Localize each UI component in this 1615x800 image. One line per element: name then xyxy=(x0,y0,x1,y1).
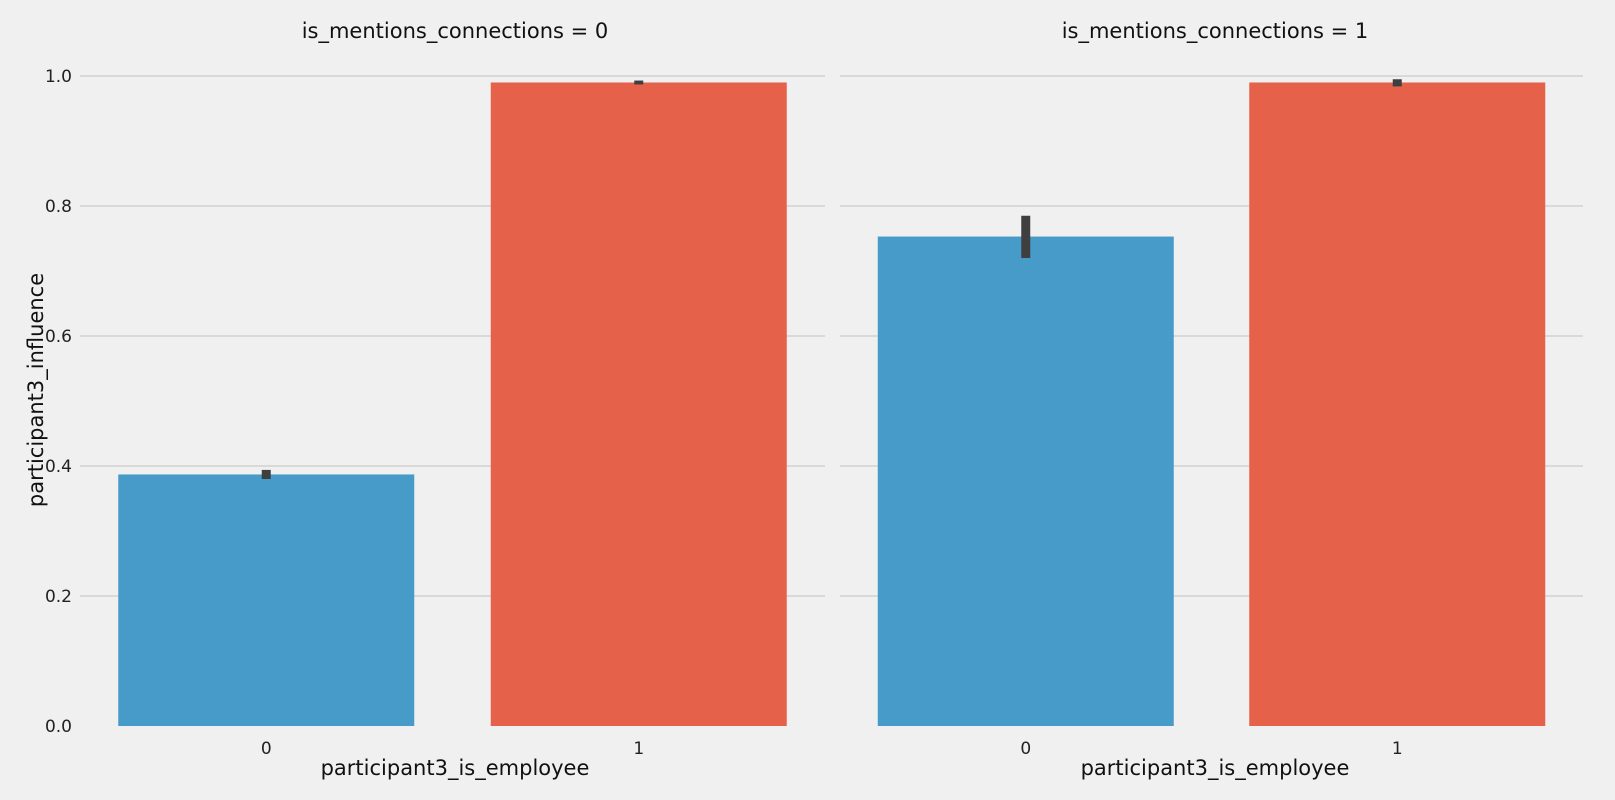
x-tick-label: 0 xyxy=(1020,739,1031,759)
bar-0 xyxy=(118,474,415,726)
x-axis-label-0: participant3_is_employee xyxy=(321,756,590,781)
x-tick-label: 0 xyxy=(261,739,272,759)
x-tick-label: 1 xyxy=(633,739,644,759)
y-tick-label: 0.2 xyxy=(45,587,72,607)
y-tick-labels: 0.0 0.2 0.4 0.6 0.8 1.0 xyxy=(45,67,72,737)
bar-1 xyxy=(1249,82,1546,726)
y-tick-label: 0.0 xyxy=(45,717,72,737)
bar-0 xyxy=(877,236,1174,727)
x-axis-label-1: participant3_is_employee xyxy=(1081,756,1350,781)
y-tick-label: 0.6 xyxy=(45,327,72,347)
x-tick-label: 1 xyxy=(1392,739,1403,759)
y-tick-label: 0.4 xyxy=(45,457,72,477)
error-bars-1 xyxy=(1021,79,1402,258)
bars-0 xyxy=(118,82,787,726)
bars-1 xyxy=(877,82,1546,727)
panel-title-1: is_mentions_connections = 1 xyxy=(1062,19,1369,44)
bar-1 xyxy=(490,82,787,726)
error-bars-0 xyxy=(261,80,644,479)
y-axis-label: participant3_influence xyxy=(24,273,49,507)
y-tick-label: 1.0 xyxy=(45,67,72,87)
panel-title-0: is_mentions_connections = 0 xyxy=(302,19,609,44)
y-tick-label: 0.8 xyxy=(45,197,72,217)
